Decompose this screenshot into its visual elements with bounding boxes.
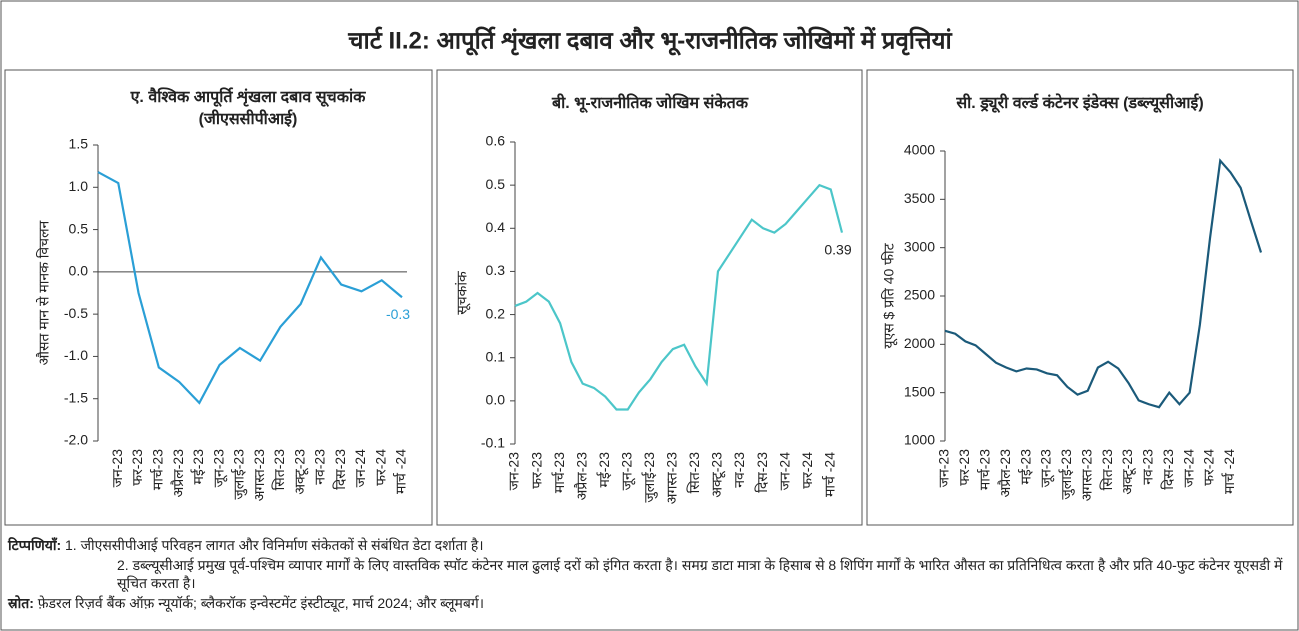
x-tick-label: नव-23: [1140, 449, 1156, 485]
y-tick-label: 0.3: [486, 262, 506, 278]
x-tick-label: जुलाई-23: [231, 449, 248, 500]
x-tick-label: दिस-23: [332, 449, 348, 490]
y-tick-label: 0.5: [486, 176, 506, 192]
line: [944, 158, 1263, 409]
notes-label: टिप्पणियाँ:: [8, 537, 62, 553]
x-tick-label: जन-24: [776, 452, 792, 491]
y-tick-label: 2000: [904, 335, 935, 351]
x-tick-label: जून-23: [618, 452, 635, 491]
x-tick-label: मार्च-23: [150, 449, 166, 490]
y-tick-label: -1.0: [64, 347, 88, 363]
source-label: स्रोत:: [8, 595, 34, 611]
x-tick-label: फर-23: [956, 449, 972, 486]
x-tick-label: जून-23: [210, 449, 227, 488]
x-tick-label: फर-23: [129, 449, 145, 486]
y-tick-label: 4000: [904, 142, 935, 158]
y-tick-label: 0.5: [69, 220, 89, 236]
x-tick-label: जन-24: [1180, 449, 1196, 488]
x-tick-label: जन-23: [109, 449, 125, 488]
y-tick-label: 1.5: [69, 136, 89, 152]
y-tick-label: 0.4: [486, 219, 506, 235]
chart-title: सी. ड्र्यूरी वर्ल्ड कंटेनर इंडेक्स (डब्ल…: [955, 93, 1203, 113]
data-label: -0.3: [386, 306, 410, 322]
x-tick-label: जुलाई-23: [1058, 449, 1075, 500]
source-line: स्रोत: फ़ेडरल रिज़र्व बैंक ऑफ़ न्यूयॉर्क…: [8, 594, 484, 612]
chart-title: बी. भू-राजनीतिक जोखिम संकेतक: [551, 93, 749, 113]
panel-border: [436, 69, 863, 526]
x-tick-label: फर-23: [528, 452, 544, 489]
y-tick-label: 0.6: [486, 133, 506, 149]
x-tick-label: जून-23: [1038, 449, 1055, 488]
x-tick-label: अक्टू-23: [709, 452, 726, 498]
y-axis-label: यूएस $ प्रति 40 फीट: [881, 242, 898, 348]
y-tick-label: -0.5: [64, 305, 88, 321]
x-tick-label: सित-23: [686, 452, 702, 494]
x-tick-label: मार्च -24: [1221, 449, 1237, 494]
y-axis-label: सूचकांक: [454, 271, 471, 315]
x-tick-label: मार्च -24: [393, 449, 409, 494]
y-tick-label: -0.1: [481, 435, 505, 451]
y-tick-label: 0.0: [486, 392, 506, 408]
note: 2. डब्ल्यूसीआई प्रमुख पूर्व-पश्चिम व्याप…: [117, 557, 1283, 591]
x-tick-label: फर-24: [799, 452, 815, 489]
line: [97, 171, 403, 405]
x-tick-label: मई-23: [596, 452, 612, 488]
x-tick-label: मार्च -24: [821, 452, 837, 497]
x-tick-label: अप्रैल-23: [997, 449, 1013, 498]
chart-title: ए. वैश्विक आपूर्ति शृंखला दबाव सूचकांक: [130, 87, 367, 107]
y-tick-label: 3000: [904, 238, 935, 254]
x-tick-label: अगस्त-23: [251, 449, 267, 501]
y-axis-label: औसत मान से मानक विचलन: [36, 220, 52, 365]
x-tick-label: फर-24: [372, 449, 388, 486]
x-tick-label: अगस्त-23: [1078, 449, 1094, 501]
x-tick-label: जन-23: [506, 452, 522, 491]
notes-line: टिप्पणियाँ: 1. जीएससीपीआई परिवहन लागत और…: [8, 536, 484, 554]
y-tick-label: 3500: [904, 190, 935, 206]
y-tick-label: 1.0: [69, 178, 89, 194]
x-tick-label: जन-23: [936, 449, 952, 488]
x-tick-label: जन-24: [352, 449, 368, 488]
x-tick-label: मार्च-23: [551, 452, 567, 493]
line: [514, 183, 844, 411]
x-tick-label: अक्टू-23: [291, 449, 308, 495]
y-tick-label: 0.1: [486, 348, 506, 364]
panel-border: [4, 69, 433, 526]
x-tick-label: सित-23: [271, 449, 287, 491]
x-tick-label: जुलाई-23: [641, 452, 658, 503]
x-tick-label: अप्रैल-23: [573, 452, 589, 501]
data-label: 0.39: [824, 241, 851, 257]
note: 1. जीएससीपीआई परिवहन लागत और विनिर्माण स…: [65, 537, 484, 553]
y-tick-label: -2.0: [64, 432, 88, 448]
x-tick-label: दिस-23: [754, 452, 770, 493]
x-tick-label: मई-23: [190, 449, 206, 485]
x-tick-label: नव-23: [312, 449, 328, 485]
x-tick-label: अप्रैल-23: [170, 449, 186, 498]
y-tick-label: 0.2: [486, 305, 506, 321]
panel-border: [866, 69, 1294, 526]
x-tick-label: दिस-23: [1160, 449, 1176, 490]
x-tick-label: फर-24: [1201, 449, 1217, 486]
y-tick-label: -1.5: [64, 389, 88, 405]
x-tick-label: मार्च-23: [976, 449, 992, 490]
x-tick-label: मई-23: [1017, 449, 1033, 485]
chart-title: (जीएससीपीआई): [199, 109, 298, 128]
x-tick-label: नव-23: [731, 452, 747, 488]
x-tick-label: सित-23: [1099, 449, 1115, 491]
x-tick-label: अक्टू-23: [1119, 449, 1136, 495]
figure-title: चार्ट II.2: आपूर्ति शृंखला दबाव और भू-रा…: [347, 26, 952, 56]
source: फ़ेडरल रिज़र्व बैंक ऑफ़ न्यूयॉर्क; ब्लैक…: [37, 595, 485, 611]
x-tick-label: अगस्त-23: [664, 452, 680, 504]
y-tick-label: 2500: [904, 287, 935, 303]
y-tick-label: 1500: [904, 383, 935, 399]
y-tick-label: 0.0: [69, 263, 89, 279]
y-tick-label: 1000: [904, 432, 935, 448]
